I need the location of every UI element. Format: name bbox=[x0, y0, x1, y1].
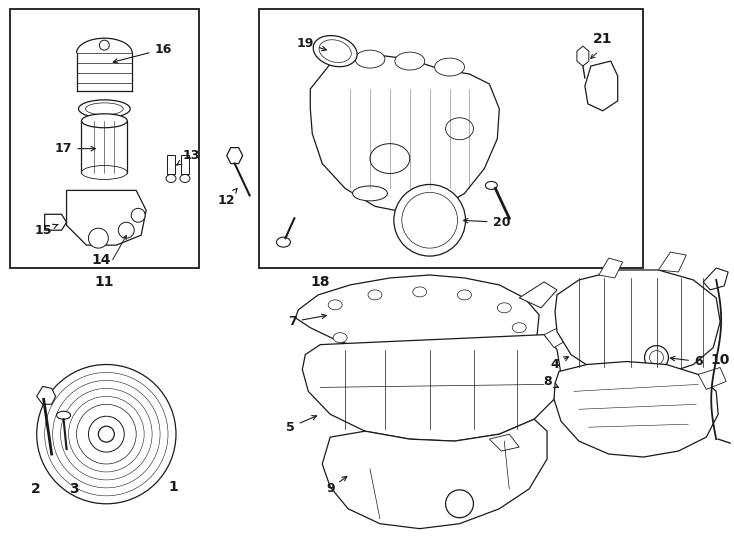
Polygon shape bbox=[295, 275, 539, 360]
Circle shape bbox=[131, 208, 145, 222]
Ellipse shape bbox=[512, 323, 526, 333]
Circle shape bbox=[45, 373, 168, 496]
Polygon shape bbox=[322, 419, 547, 529]
Circle shape bbox=[37, 364, 176, 504]
Text: 16: 16 bbox=[113, 43, 172, 63]
Bar bbox=[258, 9, 642, 268]
Ellipse shape bbox=[446, 118, 473, 140]
Ellipse shape bbox=[180, 174, 190, 183]
Polygon shape bbox=[67, 191, 146, 245]
Bar bbox=[81, 121, 127, 172]
Ellipse shape bbox=[355, 50, 385, 68]
Text: 14: 14 bbox=[92, 253, 111, 267]
Ellipse shape bbox=[457, 290, 471, 300]
Ellipse shape bbox=[57, 411, 70, 419]
Ellipse shape bbox=[319, 40, 352, 63]
Polygon shape bbox=[577, 46, 589, 66]
Circle shape bbox=[99, 40, 109, 50]
Text: 13: 13 bbox=[177, 149, 200, 165]
Text: 6: 6 bbox=[670, 355, 702, 368]
Text: 5: 5 bbox=[286, 416, 316, 434]
Polygon shape bbox=[490, 434, 519, 451]
Ellipse shape bbox=[328, 300, 342, 310]
Circle shape bbox=[118, 222, 134, 238]
Polygon shape bbox=[698, 368, 726, 389]
Ellipse shape bbox=[368, 290, 382, 300]
Ellipse shape bbox=[435, 58, 465, 76]
Circle shape bbox=[68, 396, 144, 472]
Text: 18: 18 bbox=[310, 275, 330, 289]
Ellipse shape bbox=[443, 345, 457, 355]
Polygon shape bbox=[585, 61, 618, 111]
Polygon shape bbox=[658, 252, 686, 272]
Bar bbox=[10, 9, 199, 268]
Polygon shape bbox=[37, 387, 56, 404]
Polygon shape bbox=[519, 282, 557, 308]
Text: 8: 8 bbox=[542, 375, 559, 388]
Text: 10: 10 bbox=[711, 353, 730, 367]
Text: 11: 11 bbox=[95, 275, 114, 289]
Circle shape bbox=[53, 380, 160, 488]
Ellipse shape bbox=[333, 333, 347, 342]
Circle shape bbox=[446, 490, 473, 518]
Polygon shape bbox=[227, 147, 243, 164]
Text: 17: 17 bbox=[55, 142, 95, 155]
Polygon shape bbox=[302, 335, 561, 441]
Text: 9: 9 bbox=[326, 476, 347, 495]
Ellipse shape bbox=[313, 36, 357, 66]
Ellipse shape bbox=[498, 303, 512, 313]
Polygon shape bbox=[554, 361, 718, 457]
Ellipse shape bbox=[370, 144, 410, 173]
Text: 1: 1 bbox=[168, 480, 178, 494]
Text: 2: 2 bbox=[31, 482, 40, 496]
Ellipse shape bbox=[413, 287, 426, 297]
Ellipse shape bbox=[79, 100, 130, 118]
Bar bbox=[167, 154, 175, 174]
Ellipse shape bbox=[383, 345, 397, 355]
Ellipse shape bbox=[501, 336, 515, 347]
Circle shape bbox=[98, 426, 115, 442]
Circle shape bbox=[76, 404, 137, 464]
Text: 19: 19 bbox=[297, 37, 327, 51]
Ellipse shape bbox=[485, 181, 498, 190]
Ellipse shape bbox=[352, 186, 388, 201]
Text: 3: 3 bbox=[69, 482, 79, 496]
Polygon shape bbox=[45, 214, 67, 230]
Ellipse shape bbox=[81, 114, 127, 128]
Polygon shape bbox=[544, 325, 571, 348]
Circle shape bbox=[650, 350, 664, 365]
Circle shape bbox=[394, 185, 465, 256]
Circle shape bbox=[61, 388, 152, 480]
Polygon shape bbox=[703, 268, 728, 290]
Text: 20: 20 bbox=[464, 216, 510, 229]
Bar bbox=[181, 154, 189, 174]
Ellipse shape bbox=[395, 52, 425, 70]
Text: 15: 15 bbox=[35, 224, 58, 237]
Ellipse shape bbox=[166, 174, 176, 183]
Circle shape bbox=[88, 228, 109, 248]
Ellipse shape bbox=[85, 103, 123, 115]
Circle shape bbox=[644, 346, 669, 369]
Circle shape bbox=[401, 192, 457, 248]
Polygon shape bbox=[555, 270, 720, 377]
Ellipse shape bbox=[81, 166, 127, 179]
Text: 7: 7 bbox=[288, 314, 326, 328]
Ellipse shape bbox=[277, 237, 291, 247]
Text: 21: 21 bbox=[593, 32, 613, 46]
Polygon shape bbox=[310, 54, 499, 213]
Text: 12: 12 bbox=[218, 188, 237, 207]
Circle shape bbox=[88, 416, 124, 452]
Polygon shape bbox=[599, 258, 622, 278]
Text: 4: 4 bbox=[550, 356, 568, 371]
